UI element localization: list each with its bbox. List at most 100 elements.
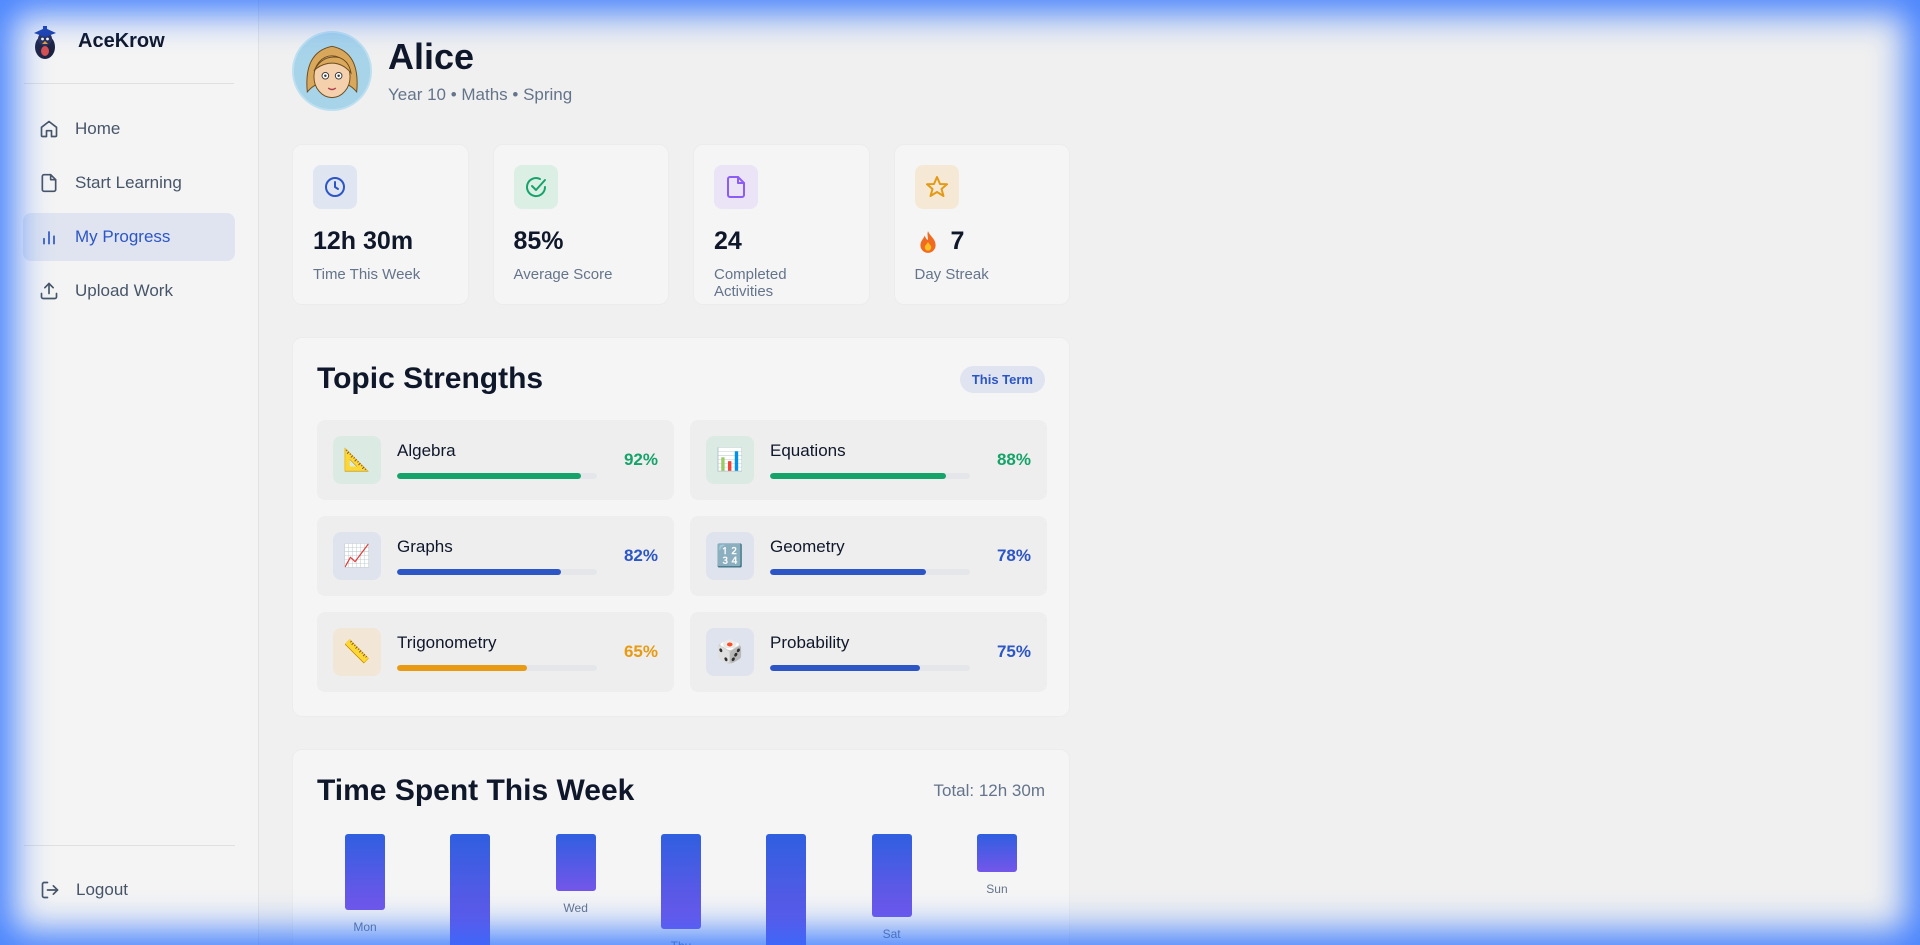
stat-value: 12h 30m: [313, 227, 414, 255]
day-bar-mon[interactable]: [345, 834, 385, 910]
star-icon: [925, 176, 948, 197]
topic-icon: 🔢: [706, 532, 754, 580]
day-bar-sat[interactable]: [871, 834, 912, 917]
stat-icon-box: [313, 165, 357, 209]
sidebar: AceKrow Home Start Learning My Progress …: [0, 0, 259, 945]
day-column-tue: Tue: [450, 834, 491, 945]
topic-item-geometry[interactable]: 🔢 Geometry 78%: [690, 516, 1047, 596]
topic-percent: 88%: [996, 450, 1031, 469]
day-bar-sun[interactable]: [976, 834, 1017, 872]
stat-value-streak: 7: [915, 227, 1050, 256]
check-circle-icon: [525, 177, 546, 198]
profile-header: Alice Year 10 • Maths • Spring: [292, 30, 1070, 112]
stat-card-time: 12h 30m Time This Week: [292, 144, 469, 305]
logout-label: Logout: [76, 880, 128, 899]
topic-percent: 75%: [996, 642, 1031, 661]
topic-progress-track: [397, 665, 597, 671]
day-bar-wed[interactable]: [555, 834, 596, 891]
avatar-face-icon: [294, 33, 370, 109]
logout-icon: [41, 881, 59, 899]
stat-card-streak: 7 Day Streak: [893, 144, 1070, 305]
day-label: Wed: [563, 901, 588, 915]
weekly-bar-chart: Mon Tue Wed Thu Fri Sat Sun: [317, 834, 1045, 945]
topic-item-graphs[interactable]: 📈 Graphs 82%: [317, 516, 674, 596]
home-icon: [40, 120, 58, 138]
day-bar-thu[interactable]: [660, 834, 701, 929]
bar-chart-icon: [43, 231, 55, 245]
topic-percent: 78%: [996, 546, 1031, 565]
topic-percent: 65%: [623, 642, 658, 661]
topic-progress-fill: [770, 665, 920, 671]
brand[interactable]: AceKrow: [24, 0, 234, 84]
upload-icon: [40, 282, 58, 300]
stat-card-score: 85% Average Score: [492, 144, 669, 305]
topic-item-equations[interactable]: 📊 Equations 88%: [690, 420, 1047, 500]
sidebar-footer: Logout: [24, 845, 235, 914]
topic-name: Algebra: [397, 441, 456, 460]
topic-percent: 92%: [623, 450, 658, 469]
topic-item-probability[interactable]: 🎲 Probability 75%: [690, 612, 1047, 692]
stat-icon-box: [914, 165, 959, 209]
topic-icon: 🎲: [706, 628, 754, 676]
time-total: Total: 12h 30m: [933, 781, 1045, 800]
brand-name: AceKrow: [78, 30, 165, 52]
logout-button[interactable]: Logout: [24, 866, 235, 914]
nav-item-label: Start Learning: [75, 173, 182, 192]
nav-item-upload-work[interactable]: Upload Work: [23, 267, 235, 315]
day-column-thu: Thu: [660, 834, 701, 945]
day-column-mon: Mon: [345, 834, 385, 945]
profile-name: Alice: [388, 36, 475, 77]
topic-item-trigonometry[interactable]: 📏 Trigonometry 65%: [317, 612, 674, 692]
nav-item-my-progress[interactable]: My Progress: [23, 213, 235, 261]
document-icon: [41, 173, 57, 193]
time-spent-card: Time Spent This Week Total: 12h 30m Mon T…: [292, 749, 1070, 945]
stat-label: Time This Week: [313, 266, 421, 283]
document-icon: [727, 176, 745, 198]
clock-icon: [325, 177, 345, 197]
term-badge[interactable]: This Term: [959, 365, 1045, 393]
main-nav: Home Start Learning My Progress Upload W…: [0, 84, 258, 315]
stat-value: 24: [714, 227, 742, 255]
nav-item-start-learning[interactable]: Start Learning: [23, 159, 235, 207]
stat-icon-box: [714, 165, 758, 209]
day-label: Thu: [671, 939, 692, 945]
topic-percent: 82%: [623, 546, 658, 565]
day-label: Sun: [986, 882, 1008, 896]
nav-item-label: Upload Work: [75, 281, 173, 300]
stats-row: 12h 30m Time This Week 85% Average Score…: [292, 144, 1070, 305]
stat-value: 85%: [513, 227, 564, 255]
topic-progress-track: [770, 569, 970, 575]
topic-item-algebra[interactable]: 📐 Algebra 92%: [317, 420, 674, 500]
topic-name: Geometry: [770, 537, 845, 556]
stat-label: Day Streak: [914, 266, 989, 283]
topic-progress-track: [770, 473, 970, 479]
topic-icon: 📐: [333, 436, 381, 484]
day-column-wed: Wed: [555, 834, 596, 945]
nav-item-label: Home: [75, 119, 121, 138]
avatar[interactable]: [292, 31, 372, 111]
topic-progress-track: [397, 473, 597, 479]
day-column-fri: Fri: [766, 834, 807, 945]
day-label: Mon: [353, 920, 377, 934]
topic-progress-fill: [397, 473, 581, 479]
day-label: Sat: [882, 927, 901, 941]
streak-value: 7: [950, 227, 965, 255]
profile-meta: Year 10 • Maths • Spring: [388, 85, 573, 104]
topic-progress-fill: [770, 473, 946, 479]
main-content: Alice Year 10 • Maths • Spring 12h 30m T…: [292, 30, 1070, 945]
topic-icon: 📏: [333, 628, 381, 676]
topic-strengths-title: Topic Strengths: [317, 362, 544, 395]
day-column-sat: Sat: [871, 834, 912, 945]
day-bar-tue[interactable]: [450, 834, 491, 945]
nav-item-label: My Progress: [75, 227, 171, 246]
nav-item-home[interactable]: Home: [23, 105, 235, 153]
topic-progress-track: [397, 569, 597, 575]
topic-strengths-card: Topic Strengths This Term 📐 Algebra 92% 📊 Eq…: [292, 337, 1070, 717]
time-spent-title: Time Spent This Week: [317, 774, 635, 807]
topic-icon: 📈: [333, 532, 381, 580]
topic-name: Probability: [770, 633, 850, 652]
stat-label: Completed Activities: [714, 266, 787, 300]
topic-icon: 📊: [706, 436, 754, 484]
day-bar-fri[interactable]: [766, 834, 807, 945]
stat-icon-box: [513, 165, 558, 209]
